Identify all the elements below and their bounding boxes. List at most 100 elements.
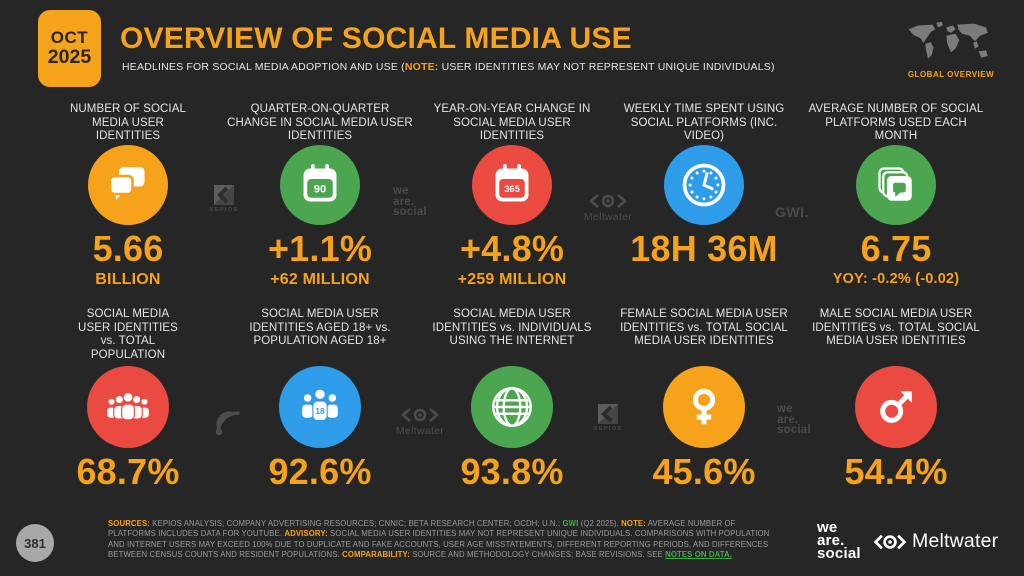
kepios-watermark-label: KEPIOS (209, 207, 239, 213)
page-number: 381 (24, 535, 46, 551)
subtitle-rest: USER IDENTITIES MAY NOT REPRESENT UNIQUE… (438, 61, 775, 73)
notes-on-data-link[interactable]: NOTES ON DATA. (665, 550, 733, 560)
stat-card-vs-population: SOCIAL MEDIA USER IDENTITIES vs. TOTAL P… (32, 308, 224, 490)
stat-value: +4.8% (459, 228, 565, 269)
clock-icon (664, 145, 744, 225)
stat-label: QUARTER-ON-QUARTER CHANGE IN SOCIAL MEDI… (224, 103, 416, 142)
stat-label-text: WEEKLY TIME SPENT USING SOCIAL PLATFORMS… (623, 103, 785, 142)
wm-line: we (777, 403, 793, 415)
gwi-watermark: GWI. (775, 204, 809, 220)
meltwater-watermark-label: Meltwater (395, 425, 445, 437)
wm-line: are. (393, 195, 415, 208)
stat-card-qoq-change: QUARTER-ON-QUARTER CHANGE IN SOCIAL MEDI… (224, 103, 416, 288)
stat-label: SOCIAL MEDIA USER IDENTITIES AGED 18+ vs… (224, 308, 416, 350)
subtitle-note-label: NOTE: (404, 61, 439, 73)
world-map-icon (905, 20, 997, 66)
stat-value: 92.6% (268, 451, 372, 492)
stat-label-text: SOCIAL MEDIA USER IDENTITIES vs. TOTAL P… (78, 308, 178, 361)
stat-subvalue: BILLION (95, 271, 161, 288)
date-year: 2025 (47, 46, 92, 69)
stat-label-text: MALE SOCIAL MEDIA USER IDENTITIES vs. TO… (812, 308, 980, 347)
stat-label-text: SOCIAL MEDIA USER IDENTITIES vs. INDIVID… (432, 308, 592, 347)
comparability-text: SOURCE AND METHODOLOGY CHANGES; BASE REV… (409, 550, 666, 560)
stat-label: NUMBER OF SOCIAL MEDIA USER IDENTITIES (32, 103, 224, 142)
meltwater-logo: Meltwater (872, 530, 998, 553)
stat-card-avg-platforms: AVERAGE NUMBER OF SOCIAL PLATFORMS USED … (800, 103, 992, 288)
kepios-watermark-label: KEPIOS (593, 426, 623, 432)
logo-line: we (817, 519, 838, 536)
stat-label: AVERAGE NUMBER OF SOCIAL PLATFORMS USED … (800, 103, 992, 142)
people-group-icon (87, 366, 169, 448)
sources-text: KEPIOS ANALYSIS; COMPANY ADVERTISING RES… (149, 519, 563, 528)
stat-label: FEMALE SOCIAL MEDIA USER IDENTITIES vs. … (608, 308, 800, 350)
meltwater-logo-label: Meltwater (912, 530, 999, 552)
meltwater-watermark: Meltwater (391, 406, 449, 437)
calendar-365-icon: 365 (472, 145, 552, 225)
we-are-social-logo: we are. social (817, 519, 861, 562)
stat-value: 18H 36M (630, 228, 778, 269)
note-text: AVERAGE NUMBER OF PLATFORMS INCLUDES DAT… (108, 519, 736, 539)
page-number-badge: 381 (16, 524, 54, 562)
comparability-label: COMPARABILITY: (342, 550, 410, 560)
stat-label: WEEKLY TIME SPENT USING SOCIAL PLATFORMS… (608, 103, 800, 142)
female-icon (663, 366, 745, 448)
wm-line: are. (777, 413, 799, 426)
sources-label: SOURCES: (108, 519, 150, 528)
stat-label-text: NUMBER OF SOCIAL MEDIA USER IDENTITIES (70, 103, 186, 142)
stat-label: SOCIAL MEDIA USER IDENTITIES vs. TOTAL P… (32, 308, 224, 361)
advisory-text: SOCIAL MEDIA USER IDENTITIES MAY NOT REP… (108, 529, 770, 560)
stat-card-aged-18plus: SOCIAL MEDIA USER IDENTITIES AGED 18+ vs… (224, 308, 416, 490)
logo-line: are. (817, 532, 845, 549)
note-label: NOTE: (621, 519, 646, 528)
we-are-social-watermark: we are. social (777, 404, 811, 436)
stat-label-text: YEAR-ON-YEAR CHANGE IN SOCIAL MEDIA USER… (433, 103, 591, 142)
stat-label-text: SOCIAL MEDIA USER IDENTITIES AGED 18+ vs… (249, 308, 391, 347)
stat-label: YEAR-ON-YEAR CHANGE IN SOCIAL MEDIA USER… (416, 103, 608, 142)
people-18-icon: 18 (279, 366, 361, 448)
calendar-number: 90 (314, 184, 327, 196)
people-18-number: 18 (315, 407, 325, 416)
stat-value: +1.1% (267, 228, 373, 269)
stat-card-yoy-change: YEAR-ON-YEAR CHANGE IN SOCIAL MEDIA USER… (416, 103, 608, 288)
calendar-number: 365 (504, 184, 520, 194)
stat-value: 93.8% (460, 451, 564, 492)
stacked-apps-icon (856, 145, 936, 225)
stat-subvalue: YOY: -0.2% (-0.02) (832, 271, 960, 287)
region-label: GLOBAL OVERVIEW (907, 70, 995, 79)
male-icon (855, 366, 937, 448)
gwi-after: (Q2 2025). (578, 519, 622, 528)
stat-label: SOCIAL MEDIA USER IDENTITIES vs. INDIVID… (416, 308, 608, 350)
calendar-90-icon: 90 (280, 145, 360, 225)
stat-label: MALE SOCIAL MEDIA USER IDENTITIES vs. TO… (800, 308, 992, 350)
stat-card-vs-internet-users: SOCIAL MEDIA USER IDENTITIES vs. INDIVID… (416, 308, 608, 490)
stat-card-user-identities: NUMBER OF SOCIAL MEDIA USER IDENTITIES 5… (32, 103, 224, 288)
kepios-watermark: KEPIOS (204, 185, 244, 213)
stat-value: 6.75 (860, 228, 932, 269)
we-are-social-watermark: we are. social (393, 186, 427, 218)
advisory-label: ADVISORY: (284, 529, 328, 539)
date-month: OCT (50, 28, 89, 48)
stat-label-text: AVERAGE NUMBER OF SOCIAL PLATFORMS USED … (808, 103, 984, 142)
stat-card-weekly-time: WEEKLY TIME SPENT USING SOCIAL PLATFORMS… (608, 103, 800, 271)
stat-subvalue: +62 MILLION (270, 271, 370, 288)
stat-value: 45.6% (652, 451, 756, 492)
stat-value: 68.7% (76, 451, 180, 492)
page-subtitle: HEADLINES FOR SOCIAL MEDIA ADOPTION AND … (122, 61, 775, 73)
wm-line: we (393, 185, 409, 197)
wm-line: social (393, 206, 427, 218)
gwi-link[interactable]: GWI (562, 519, 579, 528)
stat-card-female-share: FEMALE SOCIAL MEDIA USER IDENTITIES vs. … (608, 308, 800, 490)
stat-value: 54.4% (844, 451, 948, 492)
meltwater-watermark-label: Meltwater (583, 211, 633, 223)
subtitle-prefix: HEADLINES FOR SOCIAL MEDIA ADOPTION AND … (122, 61, 405, 73)
meltwater-watermark: Meltwater (579, 192, 637, 223)
page-title: OVERVIEW OF SOCIAL MEDIA USE (120, 22, 632, 55)
globe-icon (471, 366, 553, 448)
chat-bubbles-icon (88, 145, 168, 225)
stat-label-text: FEMALE SOCIAL MEDIA USER IDENTITIES vs. … (620, 308, 788, 347)
meltwater-logo-icon (873, 534, 907, 549)
stat-value: 5.66 (92, 228, 164, 269)
logo-line: social (817, 545, 861, 562)
footnote: SOURCES: KEPIOS ANALYSIS; COMPANY ADVERT… (108, 519, 784, 561)
stat-label-text: QUARTER-ON-QUARTER CHANGE IN SOCIAL MEDI… (227, 103, 413, 142)
